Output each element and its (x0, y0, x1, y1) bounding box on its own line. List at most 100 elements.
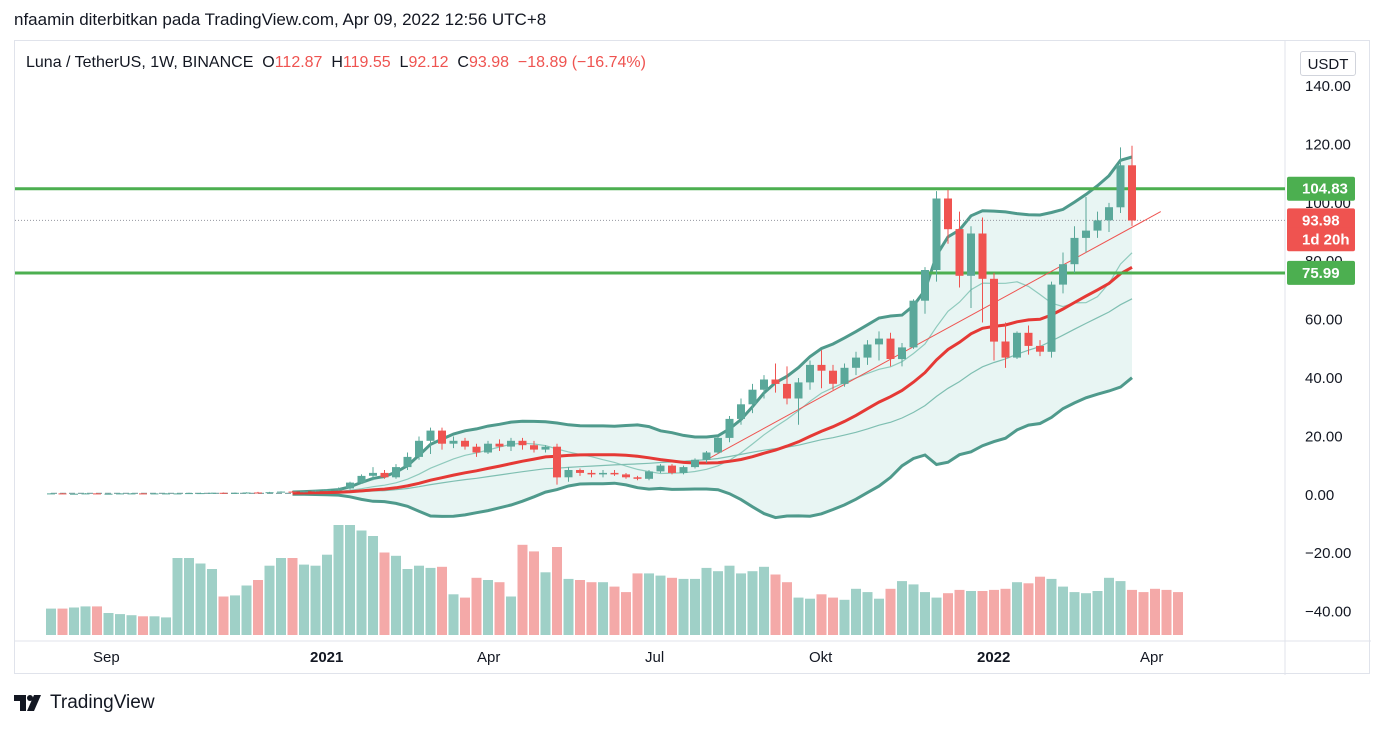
volume-bar (517, 544, 528, 635)
volume-bar (1035, 576, 1045, 635)
volume-bar (414, 565, 424, 635)
volume-bar (310, 565, 321, 635)
time-tick-label: 2021 (310, 649, 343, 666)
candle-body (1116, 165, 1125, 208)
tradingview-brand[interactable]: TradingView (14, 692, 155, 714)
candle-body (760, 379, 768, 390)
volume-bar (138, 616, 148, 635)
candle-body (875, 338, 883, 345)
volume-bar (793, 597, 804, 635)
candle-body (357, 475, 366, 483)
candle-body (231, 492, 239, 494)
volume-bar (655, 575, 666, 635)
candle-body (783, 383, 791, 399)
bollinger-upper-line (292, 155, 1133, 494)
volume-bar (736, 573, 746, 635)
volume-bar (437, 566, 447, 635)
candle-body (679, 467, 688, 473)
volume-bar (92, 606, 102, 635)
candle-body (438, 430, 446, 444)
trend-line (706, 211, 1161, 461)
volume-bar (368, 536, 378, 635)
candle-body (70, 493, 78, 495)
price-tick-label: 120.00 (1305, 136, 1351, 153)
open-label: O (262, 54, 275, 71)
low-value: 92.12 (408, 54, 449, 71)
volume-bar (943, 593, 953, 635)
volume-bar (149, 616, 160, 635)
candle-body (944, 198, 952, 230)
candle-body (886, 338, 895, 359)
chart-canvas[interactable]: 140.00120.00100.0080.0060.0040.0020.000.… (15, 41, 1371, 675)
volume-bar (874, 598, 884, 635)
volume-bar (230, 595, 240, 635)
candle-body (725, 418, 734, 438)
candle-body (1093, 220, 1102, 231)
currency-button[interactable]: USDT (1300, 51, 1356, 76)
candle-body (852, 357, 860, 368)
price-tick-label: 60.00 (1305, 312, 1343, 329)
candle-body (162, 493, 170, 495)
candle-body (576, 470, 584, 473)
candle-body (702, 452, 711, 460)
volume-bar (989, 589, 999, 635)
volume-bar (1069, 592, 1080, 635)
time-tick-label: Apr (477, 649, 500, 666)
candle-body (139, 493, 147, 495)
candle-body (1036, 345, 1044, 352)
volume-bar (770, 574, 781, 635)
volume-bar (1138, 592, 1149, 635)
candle-body (254, 492, 262, 494)
volume-bar (195, 563, 206, 635)
candle-body (426, 430, 435, 441)
volume-bar (644, 573, 654, 635)
candle-body (564, 470, 573, 478)
candle-body (806, 364, 814, 383)
price-tag (1287, 260, 1355, 285)
price-tag-label: 104.83 (1302, 181, 1348, 198)
volume-bar (402, 569, 413, 635)
candle-body (1013, 332, 1021, 358)
candle-body (185, 493, 193, 495)
candle-body (219, 492, 228, 494)
candle-body (967, 233, 975, 276)
symbol-legend: Luna / TetherUS, 1W, BINANCE O112.87 H11… (26, 54, 646, 72)
candle-body (300, 491, 308, 493)
candle-body (507, 440, 515, 447)
chart-frame[interactable]: 140.00120.00100.0080.0060.0040.0020.000.… (14, 40, 1371, 675)
candle-body (392, 467, 400, 478)
volume-bar (1092, 591, 1103, 635)
volume-bar (69, 607, 79, 635)
volume-bar (931, 597, 942, 635)
volume-bar (897, 581, 907, 635)
symbol-label[interactable]: Luna / TetherUS, 1W, BINANCE (26, 54, 254, 71)
volume-bar (345, 525, 355, 635)
volume-bar (184, 558, 194, 635)
candle-body (1047, 284, 1056, 352)
volume-bar (747, 571, 758, 635)
candle-body (173, 493, 182, 495)
candle-body (794, 382, 803, 399)
candle-body (472, 446, 481, 453)
volume-bar (1104, 577, 1114, 635)
volume-bar (1058, 586, 1068, 635)
volume-bar (1000, 588, 1011, 635)
candle-body (127, 493, 136, 495)
time-tick-label: Sep (93, 649, 120, 666)
volume-bar (667, 577, 677, 635)
candle-body (277, 491, 285, 493)
candle-body (921, 270, 929, 301)
volume-bar (460, 597, 470, 635)
volume-bar (862, 592, 873, 635)
price-tick-label: 40.00 (1305, 370, 1343, 387)
price-tag (1287, 227, 1355, 252)
candle-body (1024, 332, 1033, 346)
candle-body (771, 379, 780, 384)
volume-bar (356, 530, 367, 635)
volume-bar (724, 565, 735, 635)
candle-body (1128, 165, 1136, 221)
volume-bar (851, 588, 861, 635)
volume-bar (954, 589, 965, 635)
volume-bar (1150, 588, 1160, 635)
volume-bar (379, 552, 390, 635)
